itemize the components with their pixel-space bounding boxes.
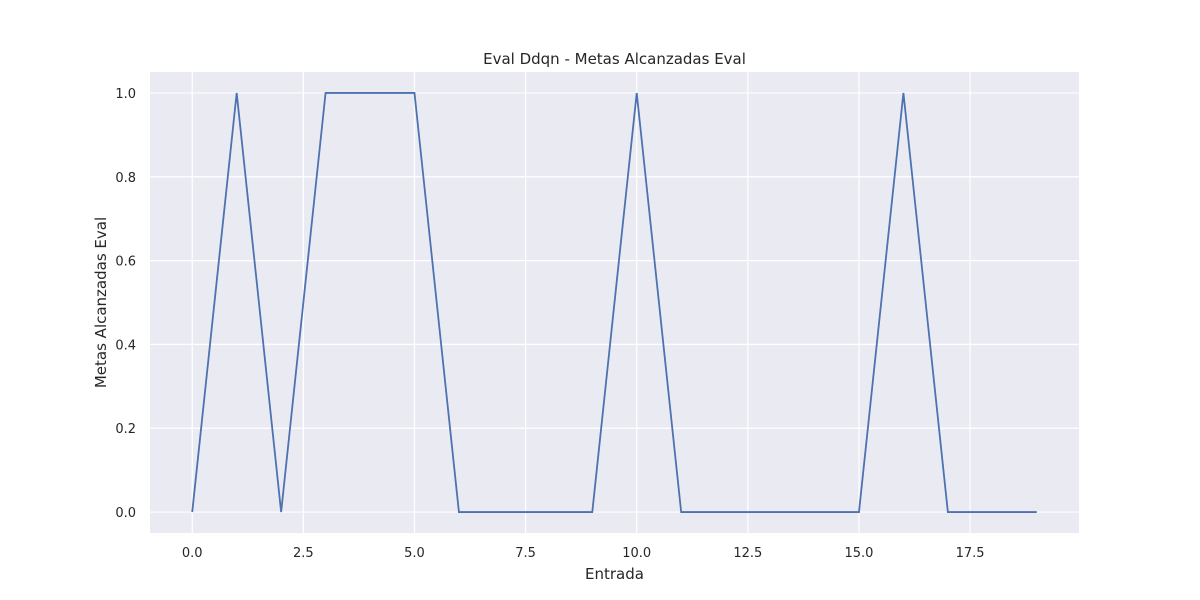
y-tick-label: 0.0 <box>115 506 136 521</box>
y-tick-label: 0.4 <box>115 338 136 353</box>
y-gridlines <box>150 92 1079 513</box>
chart-title: Eval Ddqn - Metas Alcanzadas Eval <box>483 50 746 68</box>
series-layer <box>191 92 1037 513</box>
x-tick-label: 7.5 <box>515 546 536 561</box>
y-tick-label: 0.8 <box>115 171 136 186</box>
y-axis-label: Metas Alcanzadas Eval <box>92 217 110 388</box>
x-tick-labels: 0.0 2.5 5.0 7.5 10.0 12.5 15.0 17.5 <box>182 546 985 561</box>
y-tick-label: 0.2 <box>115 422 136 437</box>
x-tick-label: 12.5 <box>733 546 762 561</box>
y-tick-label: 0.6 <box>115 255 136 270</box>
y-tick-label: 1.0 <box>115 87 136 102</box>
x-tick-label: 10.0 <box>622 546 651 561</box>
x-tick-label: 5.0 <box>404 546 425 561</box>
x-tick-label: 0.0 <box>182 546 203 561</box>
x-tick-label: 2.5 <box>293 546 314 561</box>
x-tick-label: 17.5 <box>956 546 985 561</box>
series-line <box>191 92 1037 513</box>
y-tick-labels: 0.0 0.2 0.4 0.6 0.8 1.0 <box>115 87 136 521</box>
x-tick-label: 15.0 <box>844 546 873 561</box>
x-axis-label: Entrada <box>585 565 644 583</box>
